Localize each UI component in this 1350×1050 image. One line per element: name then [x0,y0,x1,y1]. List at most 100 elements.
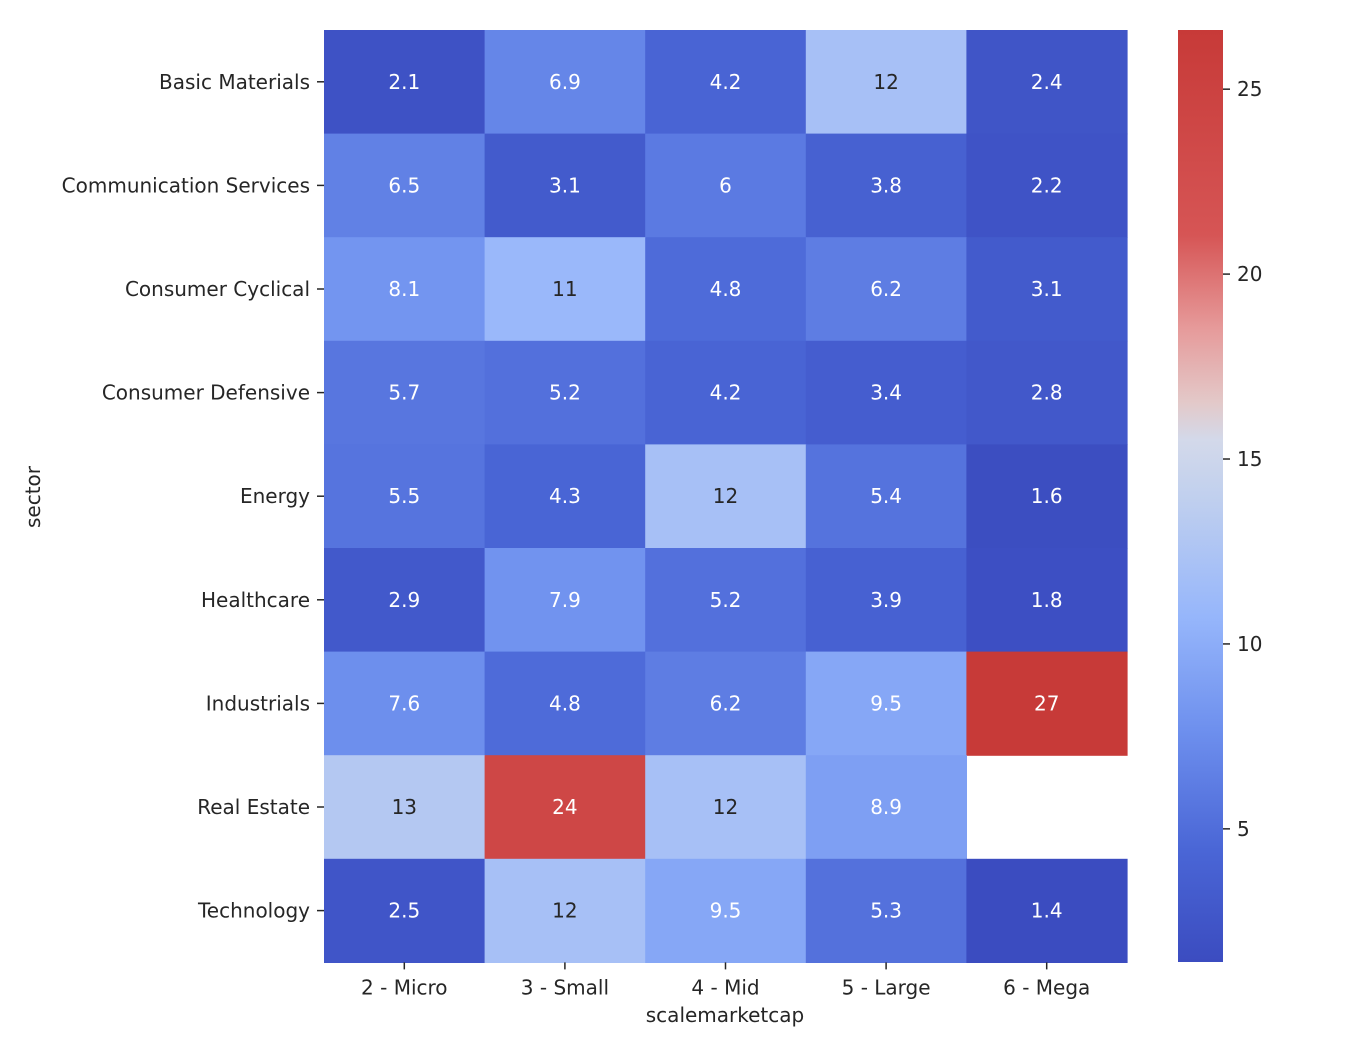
heatmap-cell-basic-materials-2-micro [324,30,486,135]
heatmap-cell-communication-services-6-mega [966,133,1128,238]
cell-value-label: 13 [392,795,417,819]
cell-value-label: 2.2 [1031,173,1063,197]
cell-value-label: 3.9 [870,588,902,612]
cell-value-label: 12 [552,899,577,923]
heatmap-cell-technology-3-small [484,858,646,963]
heatmap-cell-energy-6-mega [966,444,1128,549]
cell-value-label: 5.7 [388,381,420,405]
cell-value-label: 5.5 [388,484,420,508]
heatmap-cell-consumer-cyclical-4-mid [645,237,807,342]
cell-value-label: 1.4 [1031,899,1063,923]
heatmap-cell-consumer-defensive-6-mega [966,340,1128,445]
heatmap-cell-communication-services-5-large [805,133,967,238]
cell-value-label: 12 [713,484,738,508]
cell-value-label: 4.8 [710,277,742,301]
heatmap-cell-healthcare-6-mega [966,548,1128,653]
cell-value-label: 9.5 [710,899,742,923]
heatmap-cell-consumer-defensive-4-mid [645,340,807,445]
heatmap-cell-real-estate-2-micro [324,755,486,860]
colorbar-tick-label: 10 [1237,632,1262,656]
cell-value-label: 3.1 [1031,277,1063,301]
y-tick-label-industrials: Industrials [206,691,310,715]
heatmap-cells: 2.1 6.9 4.2 12 2.4 6.5 3.1 6 3.8 2.2 8.1 11 4.8 6.2 3.… [324,30,1128,963]
cell-value-label: 1.8 [1031,588,1063,612]
heatmap-cell-consumer-defensive-2-micro [324,340,486,445]
cell-value-label: 11 [552,277,577,301]
x-axis-ticks: 2 - Micro 3 - Small 4 - Mid 5 - Large 6 - Me… [361,962,1090,999]
y-tick-label-real-estate: Real Estate [197,795,310,819]
heatmap-cell-industrials-6-mega [966,651,1128,756]
cell-value-label: 2.8 [1031,381,1063,405]
cell-value-label: 6.2 [710,691,742,715]
cell-value-label: 4.2 [710,70,742,94]
heatmap-cell-industrials-3-small [484,651,646,756]
x-tick-label-4-mid: 4 - Mid [691,975,759,999]
cell-value-label: 6.2 [870,277,902,301]
cell-value-label: 4.3 [549,484,581,508]
heatmap-cell-technology-6-mega [966,858,1128,963]
colorbar-tick-label: 25 [1237,77,1262,101]
heatmap-cell-energy-2-micro [324,444,486,549]
cell-value-label: 6.9 [549,70,581,94]
colorbar-tick-label: 20 [1237,262,1262,286]
heatmap-cell-basic-materials-6-mega [966,30,1128,135]
heatmap-cell-real-estate-4-mid [645,755,807,860]
heatmap-cell-energy-4-mid [645,444,807,549]
y-tick-label-basic-materials: Basic Materials [159,70,310,94]
heatmap-cell-energy-3-small [484,444,646,549]
cell-value-label: 4.2 [710,381,742,405]
heatmap-cell-technology-5-large [805,858,967,963]
y-tick-label-consumer-defensive: Consumer Defensive [102,381,310,405]
heatmap-cell-consumer-defensive-5-large [805,340,967,445]
cell-value-label: 7.6 [388,691,420,715]
x-axis-label: scalemarketcap [646,1003,804,1027]
y-tick-label-energy: Energy [240,484,310,508]
heatmap-cell-communication-services-2-micro [324,133,486,238]
y-tick-label-communication-services: Communication Services [62,173,310,197]
cell-value-label: 5.2 [549,381,581,405]
x-tick-label-6-mega: 6 - Mega [1003,975,1090,999]
cell-value-label: 1.6 [1031,484,1063,508]
colorbar-tick-label: 15 [1237,447,1262,471]
cell-value-label: 6 [719,173,732,197]
cell-value-label: 5.4 [870,484,902,508]
cell-value-label: 3.1 [549,173,581,197]
heatmap-cell-technology-4-mid [645,858,807,963]
heatmap-cell-consumer-cyclical-2-micro [324,237,486,342]
heatmap-cell-industrials-4-mid [645,651,807,756]
cell-value-label: 8.9 [870,795,902,819]
cell-value-label: 8.1 [388,277,420,301]
heatmap-cell-basic-materials-5-large [805,30,967,135]
cell-value-label: 7.9 [549,588,581,612]
x-tick-label-2-micro: 2 - Micro [361,975,447,999]
y-axis-ticks: Basic Materials Communication Services Con… [62,70,324,923]
cell-value-label: 2.9 [388,588,420,612]
cell-value-label: 3.8 [870,173,902,197]
x-tick-label-3-small: 3 - Small [521,975,609,999]
cell-value-label: 9.5 [870,691,902,715]
heatmap-cell-industrials-5-large [805,651,967,756]
cell-value-label: 12 [713,795,738,819]
heatmap-cell-healthcare-5-large [805,548,967,653]
heatmap-cell-real-estate-3-small [484,755,646,860]
colorbar-ticks: 5 10 15 20 25 [1223,77,1262,841]
y-tick-label-technology: Technology [197,899,310,923]
heatmap-cell-consumer-cyclical-3-small [484,237,646,342]
heatmap-cell-communication-services-3-small [484,133,646,238]
heatmap-cell-healthcare-3-small [484,548,646,653]
cell-value-label: 5.2 [710,588,742,612]
cell-value-label: 2.5 [388,899,420,923]
heatmap-cell-energy-5-large [805,444,967,549]
x-tick-label-5-large: 5 - Large [842,975,931,999]
heatmap-cell-basic-materials-3-small [484,30,646,135]
cell-value-label: 5.3 [870,899,902,923]
cell-value-label: 12 [873,70,898,94]
heatmap-cell-technology-2-micro [324,858,486,963]
y-tick-label-consumer-cyclical: Consumer Cyclical [125,277,310,301]
cell-value-label: 3.4 [870,381,902,405]
heatmap-cell-healthcare-4-mid [645,548,807,653]
heatmap-cell-healthcare-2-micro [324,548,486,653]
cell-value-label: 2.4 [1031,70,1063,94]
heatmap-cell-communication-services-4-mid [645,133,807,238]
